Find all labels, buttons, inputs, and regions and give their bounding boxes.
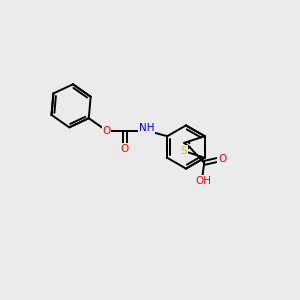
Text: OH: OH bbox=[195, 176, 211, 186]
Text: S: S bbox=[181, 146, 188, 156]
Text: O: O bbox=[102, 126, 111, 136]
Text: NH: NH bbox=[139, 123, 154, 133]
Text: O: O bbox=[121, 144, 129, 154]
Text: O: O bbox=[218, 154, 226, 164]
